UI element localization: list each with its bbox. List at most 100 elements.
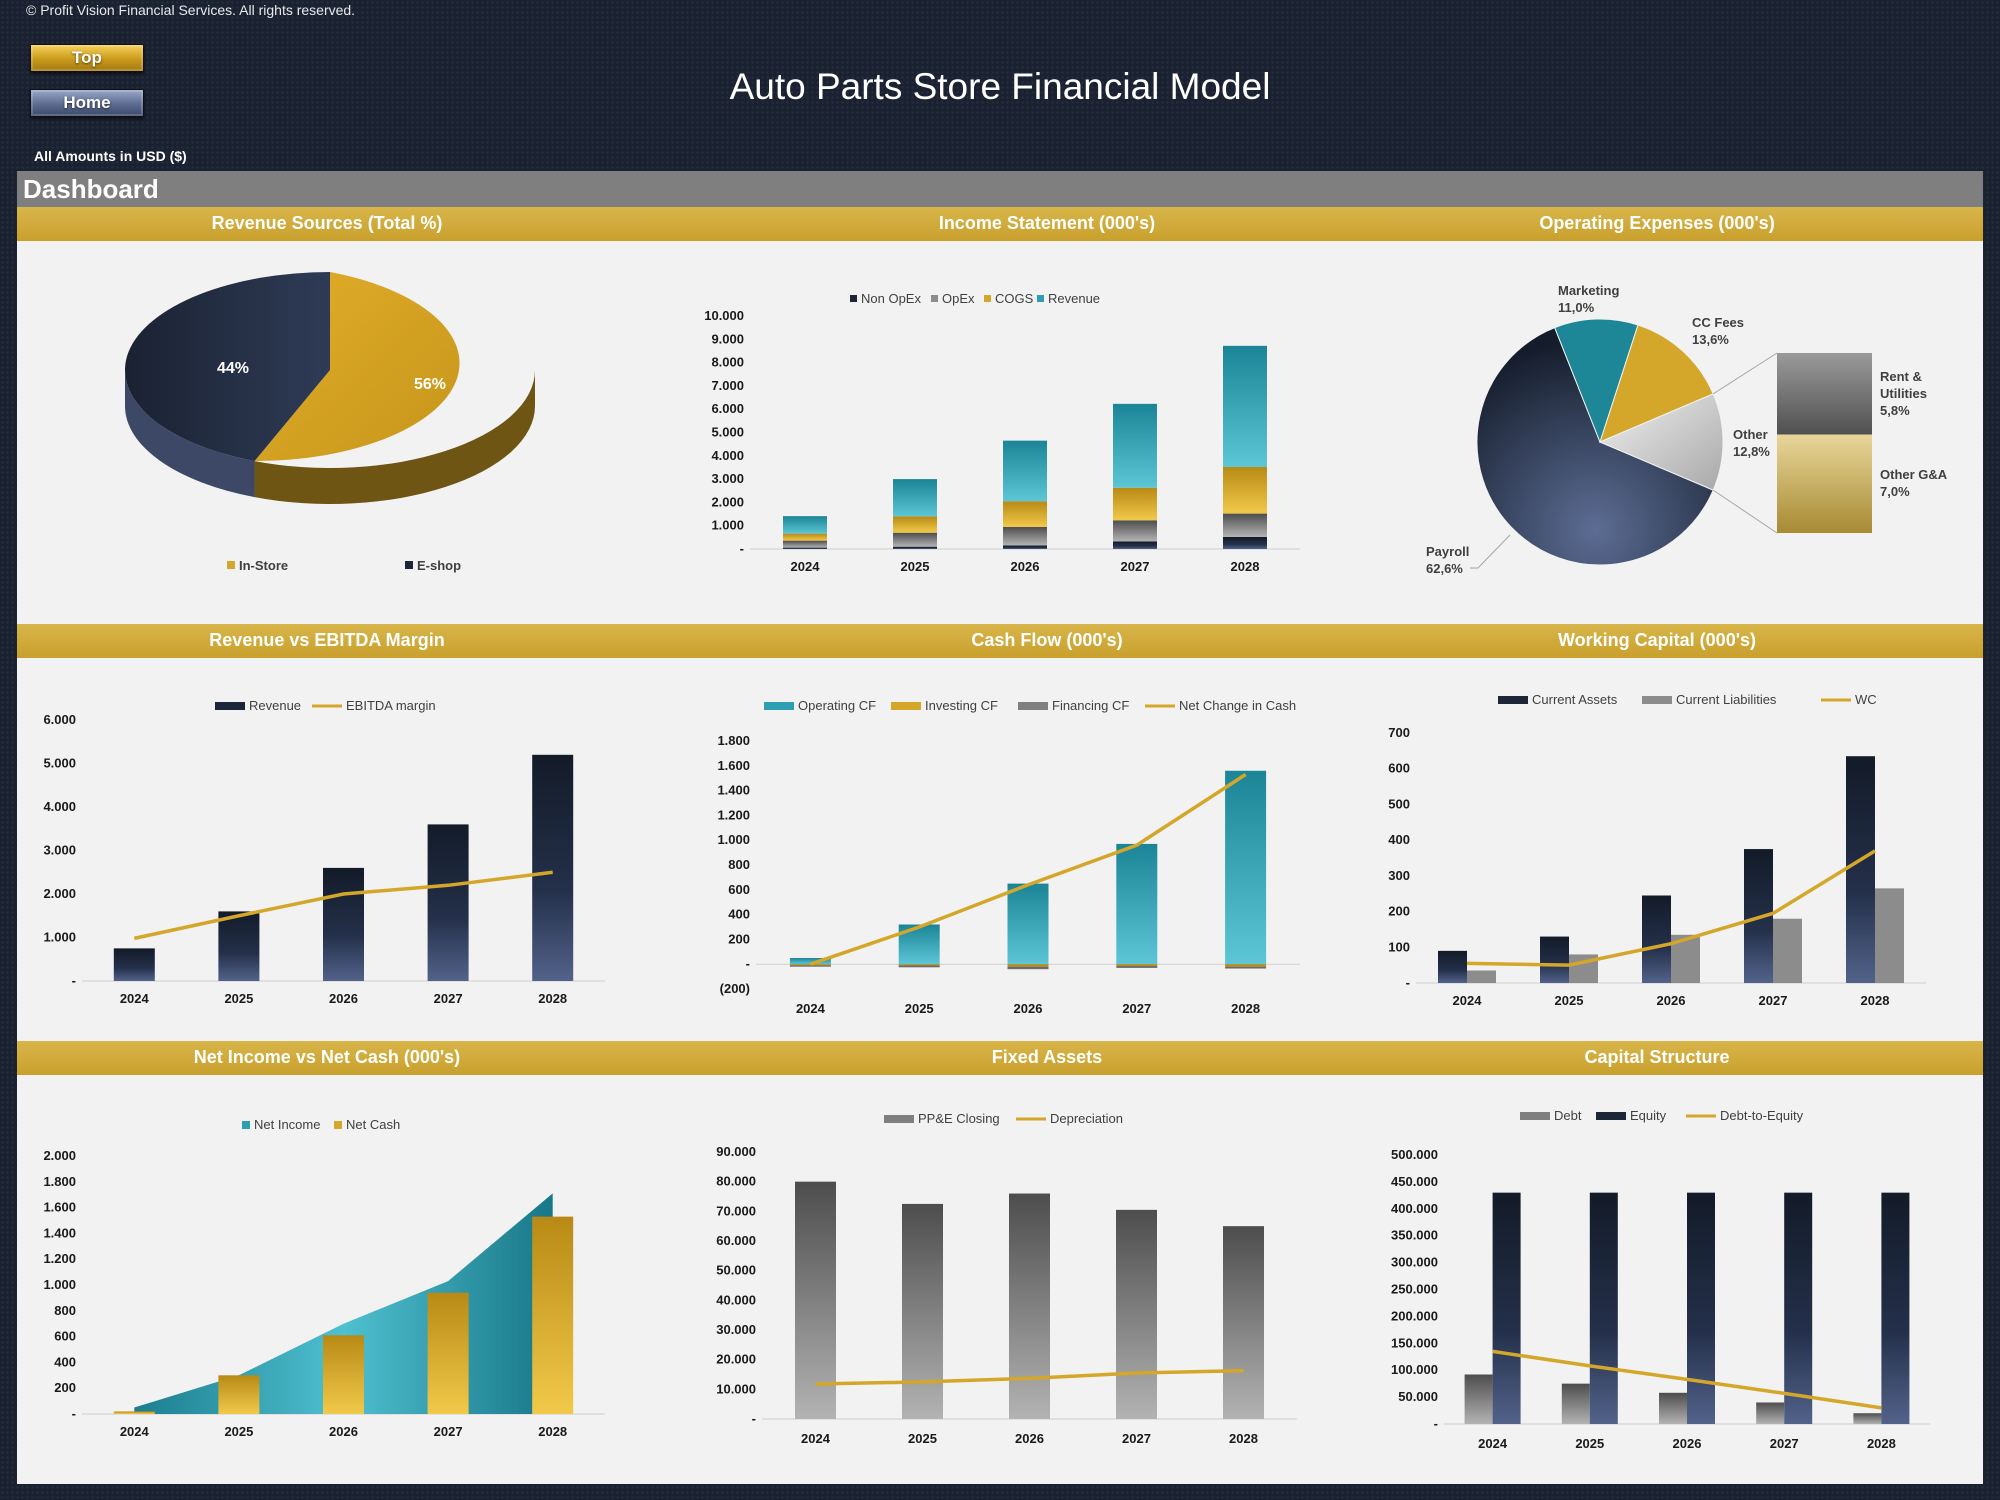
- legend-swatch-eshop: [405, 561, 413, 569]
- y-tick-label: 450.000: [1391, 1174, 1438, 1189]
- y-tick-label: 4.000: [711, 448, 744, 463]
- line-debt-to-equity: [1492, 1349, 1882, 1410]
- y-tick-label: 1.200: [717, 807, 750, 822]
- y-tick-label: 10.000: [716, 1381, 756, 1396]
- y-tick-label: 60.000: [716, 1233, 756, 1248]
- bar-financing-cf-2025: [898, 965, 940, 968]
- copyright-text: © Profit Vision Financial Services. All …: [26, 2, 356, 18]
- line-depreciation: [815, 1368, 1244, 1386]
- bar-financing-cf-2028: [1225, 966, 1267, 969]
- y-tick-label: 200.000: [1391, 1308, 1438, 1323]
- y-tick-label: 1.000: [711, 518, 744, 533]
- y-tick-label: 50.000: [1398, 1389, 1438, 1404]
- y-tick-label: 700: [1388, 725, 1410, 740]
- bar-equity-2025: [1589, 1192, 1618, 1424]
- pie-slice-payroll: [1476, 326, 1714, 566]
- y-tick-label: 1.800: [43, 1174, 76, 1189]
- currency-note: All Amounts in USD ($): [34, 148, 187, 164]
- y-tick-label: 1.000: [717, 832, 750, 847]
- legend-swatch-pp-e-closing: [884, 1115, 914, 1123]
- legend-swatch-net-income: [242, 1121, 250, 1129]
- legend-swatch-current-liabilities: [1642, 696, 1672, 704]
- y-tick-label: 1.400: [717, 783, 750, 798]
- pie-side-eshop: [125, 370, 255, 498]
- x-tick-label: 2028: [538, 1424, 567, 1439]
- y-tick-label: -: [1406, 975, 1410, 990]
- bar-current-assets-2026: [1642, 895, 1671, 983]
- bar-revenue-2026: [1003, 440, 1047, 502]
- operating-expenses-chart: Marketing 11,0% CC Fees 13,6% Other 12,8% Rent…: [1426, 283, 1948, 576]
- y-tick-label: 1.000: [43, 1277, 76, 1292]
- y-tick-label: 1.800: [717, 733, 750, 748]
- legend-swatch-opex: [931, 295, 938, 302]
- top-button[interactable]: Top: [30, 44, 144, 72]
- legend-swatch-debt: [1520, 1112, 1550, 1120]
- dashboard-title: Dashboard: [23, 174, 159, 204]
- y-tick-label: 1.200: [43, 1251, 76, 1266]
- legend-swatch-current-assets: [1498, 696, 1528, 704]
- x-tick-label: 2027: [1121, 559, 1150, 574]
- x-tick-label: 2025: [224, 1424, 253, 1439]
- y-tick-label: 600: [728, 882, 750, 897]
- bar-investing-cf-2026: [1007, 964, 1049, 967]
- bar-non-opex-2025: [893, 546, 937, 549]
- panel-title-net-income-cash: Net Income vs Net Cash (000's): [193, 1047, 461, 1067]
- bar-revenue-2027: [1113, 403, 1157, 488]
- x-tick-label: 2025: [1575, 1436, 1604, 1451]
- label-marketing: Marketing: [1558, 283, 1619, 298]
- bar-net-cash-2026: [323, 1335, 364, 1414]
- y-tick-label: 30.000: [716, 1322, 756, 1337]
- bar-revenue-2024: [783, 516, 827, 534]
- y-tick-label: 400: [728, 907, 750, 922]
- pie-slice-other: [1598, 393, 1724, 491]
- pie-side-instore: [254, 370, 535, 504]
- dashboard-panel: Dashboard Revenue Sources (Total %) Inco…: [17, 171, 1983, 1484]
- legend-swatch-instore: [227, 561, 235, 569]
- panel-title-cash-flow: Cash Flow (000's): [971, 630, 1123, 650]
- label-marketing: 11,0%: [1558, 300, 1595, 315]
- bar-opex-2025: [893, 532, 937, 547]
- x-tick-label: 2027: [1770, 1436, 1799, 1451]
- bar-non-opex-2026: [1003, 545, 1047, 549]
- legend-swatch-cogs: [984, 295, 991, 302]
- label-payroll: 62,6%: [1426, 561, 1463, 576]
- legend-label-equity: Equity: [1630, 1108, 1667, 1123]
- legend-label-non-opex: Non OpEx: [861, 291, 921, 306]
- x-tick-label: 2024: [1478, 1436, 1508, 1451]
- page-title: Auto Parts Store Financial Model: [729, 66, 1271, 107]
- cash-flow-chart: (200) - 200 400 600 800 1.000 1.200 1.400 1.600 1.…: [717, 698, 1300, 1016]
- bar-investing-cf-2027: [1116, 964, 1158, 967]
- bar-cogs-2028: [1223, 466, 1267, 514]
- pie-label-instore: 56%: [414, 376, 446, 393]
- y-tick-label: 800: [54, 1303, 76, 1318]
- legend-label-ebitda-margin: EBITDA margin: [346, 698, 436, 713]
- legend-label-instore: In-Store: [239, 558, 288, 573]
- legend-swatch-equity: [1596, 1112, 1626, 1120]
- line-ebitda-margin: [133, 870, 553, 941]
- home-button[interactable]: Home: [30, 89, 144, 117]
- panel-title-revenue-ebitda: Revenue vs EBITDA Margin: [209, 630, 445, 650]
- section-band-row2: Revenue vs EBITDA Margin Cash Flow (000'…: [17, 624, 1983, 658]
- bar-financing-cf-2024: [789, 965, 831, 967]
- y-tick-label: 500.000: [1391, 1147, 1438, 1162]
- bar-investing-cf-2024: [789, 964, 831, 966]
- panel-title-income-statement: Income Statement (000's): [938, 213, 1156, 233]
- bar-cogs-2025: [893, 516, 937, 533]
- bar-opex-2028: [1223, 513, 1267, 537]
- bar-rent-utilities: [1777, 353, 1872, 435]
- legend-label-revenue: Revenue: [249, 698, 301, 713]
- y-tick-label: 2.000: [43, 1148, 76, 1163]
- y-tick-label: 800: [728, 857, 750, 872]
- legend-label-depreciation: Depreciation: [1050, 1111, 1123, 1126]
- bar-revenue-2026: [323, 867, 364, 981]
- y-tick-label: 2.000: [43, 886, 76, 901]
- y-tick-label: 3.000: [43, 843, 76, 858]
- bar-non-opex-2027: [1113, 541, 1157, 549]
- label-other: Other: [1733, 427, 1768, 442]
- bar-revenue-2027: [427, 824, 469, 981]
- bar-current-assets-2025: [1540, 936, 1569, 983]
- y-tick-label: 70.000: [716, 1203, 756, 1218]
- x-tick-label: 2028: [538, 991, 567, 1006]
- bar-ppe-closing-2028: [1223, 1226, 1264, 1419]
- y-tick-label: 6.000: [43, 712, 76, 727]
